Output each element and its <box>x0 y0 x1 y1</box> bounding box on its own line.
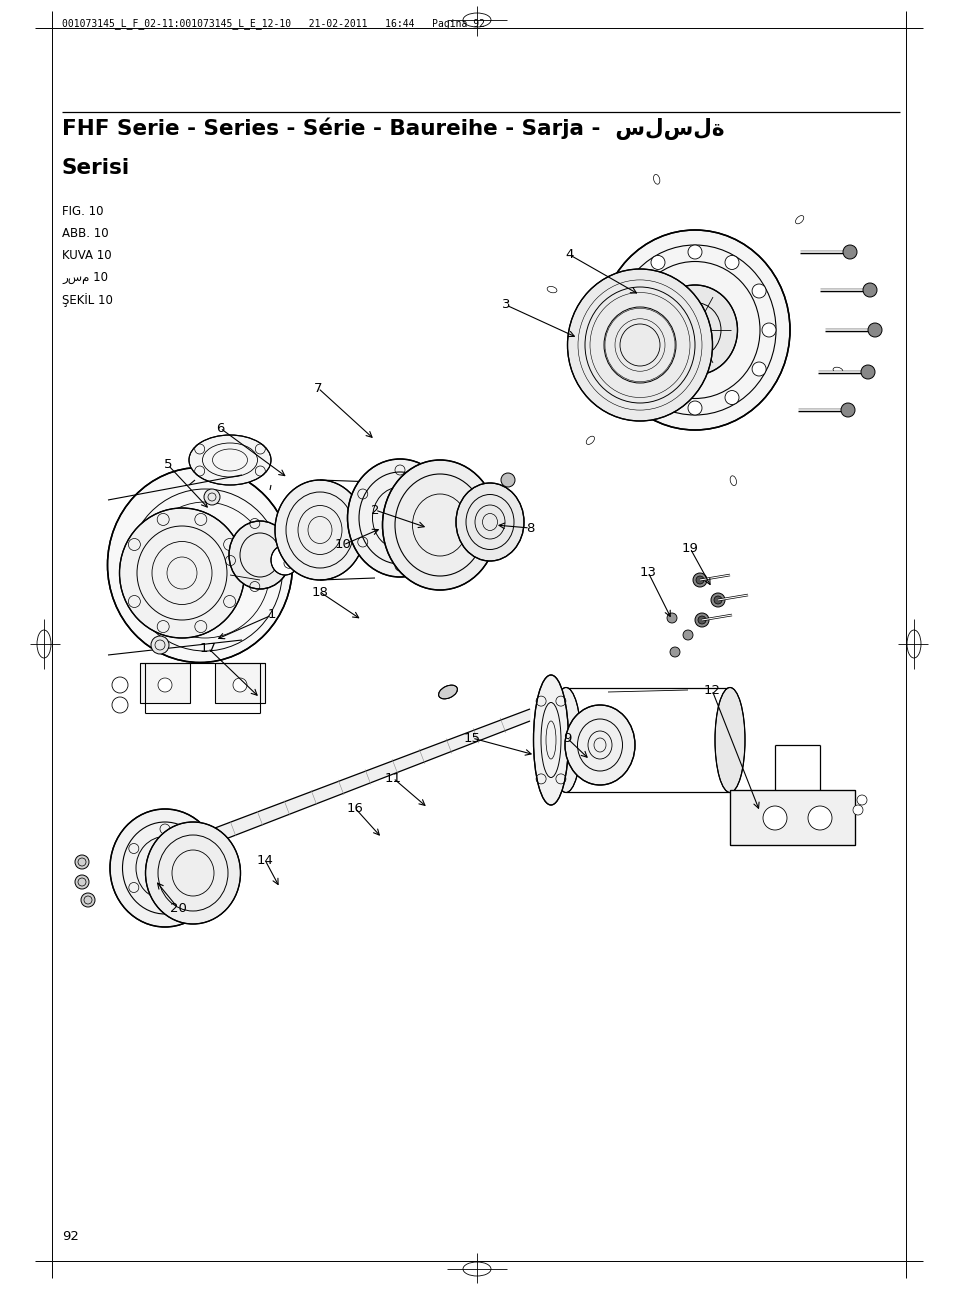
Circle shape <box>852 806 862 815</box>
Text: 001073145_L_F_02-11:001073145_L_E_12-10   21-02-2011   16:44   Pagina 92: 001073145_L_F_02-11:001073145_L_E_12-10 … <box>62 18 484 28</box>
Text: 20: 20 <box>170 901 186 914</box>
Circle shape <box>761 324 775 336</box>
Ellipse shape <box>274 480 365 580</box>
Circle shape <box>710 593 724 607</box>
Ellipse shape <box>146 822 240 924</box>
Circle shape <box>669 647 679 657</box>
Ellipse shape <box>567 269 712 422</box>
Text: رسم 10: رسم 10 <box>62 271 108 284</box>
Circle shape <box>856 795 866 806</box>
Ellipse shape <box>110 809 220 927</box>
Circle shape <box>762 806 786 830</box>
Text: FIG. 10: FIG. 10 <box>62 205 103 218</box>
Circle shape <box>861 365 874 379</box>
Circle shape <box>75 855 89 869</box>
Text: 13: 13 <box>639 566 656 579</box>
Text: 8: 8 <box>525 522 534 535</box>
Circle shape <box>807 806 831 830</box>
Text: FHF Serie - Series - Série - Baureihe - Sarja -  سلسلة: FHF Serie - Series - Série - Baureihe - … <box>62 119 724 141</box>
Text: 1: 1 <box>268 608 276 621</box>
Text: 16: 16 <box>346 802 363 815</box>
Text: 4: 4 <box>565 249 574 262</box>
Ellipse shape <box>119 861 131 879</box>
Text: 3: 3 <box>501 299 510 312</box>
Circle shape <box>687 245 701 259</box>
Text: 12: 12 <box>702 683 720 696</box>
Text: 14: 14 <box>256 853 274 866</box>
Circle shape <box>81 893 95 907</box>
Polygon shape <box>214 663 265 703</box>
Circle shape <box>696 576 703 584</box>
Circle shape <box>713 596 721 605</box>
Circle shape <box>698 616 705 624</box>
Ellipse shape <box>189 434 271 485</box>
Text: ABB. 10: ABB. 10 <box>62 227 109 240</box>
Ellipse shape <box>382 460 497 590</box>
Text: 18: 18 <box>312 585 328 598</box>
Text: 9: 9 <box>562 731 571 745</box>
Ellipse shape <box>533 675 568 806</box>
Circle shape <box>151 635 169 654</box>
Circle shape <box>204 489 220 505</box>
Polygon shape <box>729 790 854 846</box>
Circle shape <box>682 630 692 641</box>
Ellipse shape <box>456 483 523 561</box>
Circle shape <box>687 401 701 415</box>
Circle shape <box>614 324 627 336</box>
Ellipse shape <box>119 508 244 638</box>
Ellipse shape <box>564 705 635 785</box>
Text: ŞEKİL 10: ŞEKİL 10 <box>62 293 112 307</box>
Circle shape <box>862 284 876 296</box>
Circle shape <box>75 875 89 889</box>
Circle shape <box>623 362 638 376</box>
Text: 10: 10 <box>335 539 351 552</box>
Text: 17: 17 <box>199 642 216 655</box>
Circle shape <box>695 614 708 626</box>
Ellipse shape <box>438 686 456 699</box>
Circle shape <box>842 245 856 259</box>
Ellipse shape <box>347 459 452 577</box>
Circle shape <box>692 574 706 586</box>
Text: 6: 6 <box>215 422 224 434</box>
Ellipse shape <box>714 687 744 793</box>
Circle shape <box>500 473 515 487</box>
Text: 2: 2 <box>371 504 379 517</box>
Circle shape <box>841 403 854 418</box>
Text: 7: 7 <box>314 382 322 394</box>
Ellipse shape <box>599 229 789 431</box>
Ellipse shape <box>108 468 293 663</box>
Ellipse shape <box>229 521 291 589</box>
Ellipse shape <box>271 545 298 575</box>
Text: Serisi: Serisi <box>62 159 130 178</box>
Text: 92: 92 <box>62 1230 79 1243</box>
Circle shape <box>724 391 739 405</box>
Polygon shape <box>140 663 190 703</box>
Circle shape <box>623 284 638 298</box>
Text: 11: 11 <box>384 772 401 785</box>
Circle shape <box>666 614 677 623</box>
Circle shape <box>650 255 664 269</box>
Circle shape <box>112 697 128 713</box>
Circle shape <box>112 677 128 693</box>
Ellipse shape <box>652 285 737 375</box>
Circle shape <box>867 324 882 336</box>
Ellipse shape <box>364 505 386 556</box>
Circle shape <box>724 255 739 269</box>
Ellipse shape <box>551 687 580 793</box>
Polygon shape <box>125 709 530 878</box>
Circle shape <box>751 284 765 298</box>
Circle shape <box>650 391 664 405</box>
Text: 5: 5 <box>164 459 172 472</box>
Text: 19: 19 <box>680 541 698 554</box>
Circle shape <box>158 678 172 692</box>
Text: KUVA 10: KUVA 10 <box>62 249 112 262</box>
Text: 15: 15 <box>463 731 480 745</box>
Circle shape <box>751 362 765 376</box>
Circle shape <box>233 678 247 692</box>
